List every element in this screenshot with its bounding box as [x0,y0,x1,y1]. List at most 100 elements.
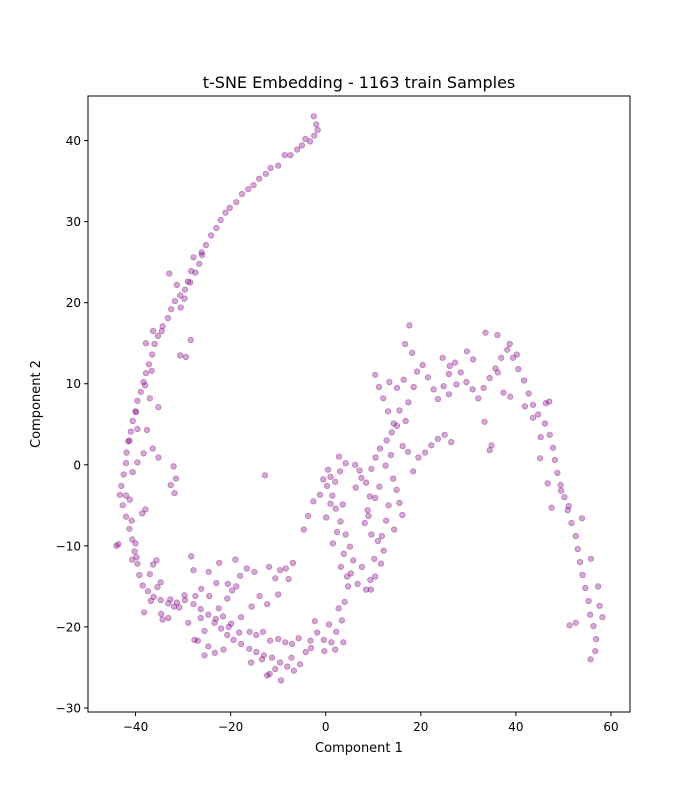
scatter-point [561,494,568,501]
scatter-point [525,390,532,397]
scatter-point [354,580,361,588]
scatter-point [142,340,150,347]
scatter-point [345,583,352,590]
scatter-point [232,556,239,563]
scatter-point [356,467,363,474]
scatter-point [428,442,435,449]
scatter-point [390,475,397,482]
scatter-point [346,543,354,550]
scatter-point [586,611,594,618]
y-tick-label: −10 [56,539,81,553]
scatter-point [128,517,135,524]
scatter-point [368,465,375,472]
scatter-point [259,628,267,635]
scatter-point [568,519,575,527]
scatter-point [115,541,122,548]
scatter-point [246,628,253,635]
scatter-point [380,547,387,554]
scatter-point [201,627,208,635]
scatter-point [296,661,304,668]
scatter-point [367,586,375,593]
scatter-point [216,559,223,567]
y-tick-label: 20 [66,296,81,310]
scatter-point [201,652,208,659]
scatter-point [282,565,289,572]
scatter-point [536,455,544,462]
scatter-point [177,304,184,311]
scatter-point [378,532,385,540]
scatter-point [245,186,252,193]
scatter-point [371,555,378,562]
scatter-point [307,637,314,644]
scatter-point [154,584,161,591]
scatter-point [314,629,321,636]
scatter-point [150,561,157,568]
scatter-point [590,622,597,630]
scatter-point [192,592,199,600]
scatter-point [250,182,257,189]
scatter-point [333,628,340,635]
scatter-point [314,126,321,134]
scatter-point [282,639,289,646]
scatter-point [338,617,346,624]
scatter-point [393,486,400,494]
scatter-point [248,603,255,610]
scatter-point [363,479,370,486]
scatter-point [137,388,144,395]
scatter-point [337,563,345,571]
scatter-point [313,121,320,128]
scatter-point [422,449,429,456]
scatter-point [541,420,549,427]
scatter-point [554,469,561,477]
scatter-point [120,471,127,478]
scatter-point [171,490,178,497]
scatter-point [248,659,255,666]
scatter-point [463,379,470,386]
scatter-point [165,614,172,622]
scatter-point [119,502,126,509]
scatter-point [504,346,511,353]
scatter-point [311,618,318,625]
scatter-point [305,512,312,520]
scatter-point [364,507,371,514]
scatter-point [147,597,154,605]
scatter-point [261,472,269,479]
scatter-point [154,332,161,340]
scatter-point [546,398,553,405]
scatter-point [446,362,453,370]
scatter-point [281,152,288,159]
scatter-point [529,401,537,408]
scatter-point [400,376,407,383]
scatter-point [399,443,406,450]
scatter-point [592,648,599,655]
scatter-point [141,609,148,616]
scatter-point [197,614,204,622]
scatter-point [521,403,529,410]
scatter-point [145,361,152,368]
scatter-point [275,635,282,643]
scatter-point [151,340,158,348]
scatter-point [134,560,141,567]
scatter-point [324,482,331,490]
scatter-point [582,584,589,592]
y-tick-label: −20 [56,620,81,634]
scatter-point [453,381,460,388]
scatter-point [494,332,501,339]
scatter-point [136,571,143,579]
scatter-point [142,506,149,513]
scatter-point [424,374,432,381]
scatter-point [486,375,493,382]
scatter-point [334,528,341,536]
scatter-point [457,369,464,376]
scatter-point [329,492,336,499]
scatter-point [328,639,335,646]
scatter-point [171,298,179,305]
scatter-point [122,460,130,467]
scatter-point [335,605,342,612]
scatter-point [205,568,212,575]
scatter-point [208,232,215,239]
scatter-point [187,336,194,344]
scatter-point [520,377,528,384]
scatter-point [149,351,156,358]
scatter-point [123,449,130,456]
